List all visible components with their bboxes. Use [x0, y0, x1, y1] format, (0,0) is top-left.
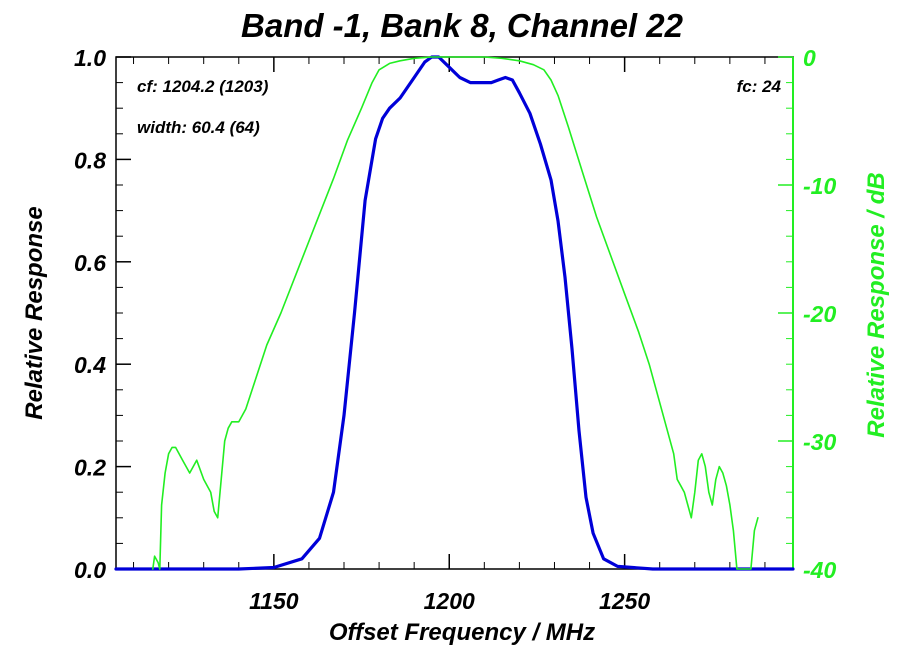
- y-tick-label: 1.0: [74, 45, 106, 71]
- chart-title: Band -1, Bank 8, Channel 22: [241, 7, 684, 44]
- y2-axis-label: Relative Response / dB: [863, 172, 890, 437]
- y2-tick-label: -10: [803, 173, 836, 199]
- series-db-response: [152, 56, 759, 570]
- y2-tick-label: -40: [803, 557, 836, 583]
- series-layer: [114, 55, 795, 571]
- y2-tick-label: -30: [803, 429, 836, 455]
- y-tick-label: 0.6: [74, 250, 106, 276]
- y-tick-label: 0.2: [74, 455, 106, 481]
- y2-tick-label: -20: [803, 301, 836, 327]
- y-tick-label: 0.4: [74, 352, 106, 378]
- y2-tick-label: 0: [803, 45, 816, 71]
- x-tick-label-1200: 1200: [424, 588, 475, 614]
- y-tick-label: 0.0: [74, 557, 106, 583]
- y-axis-label: Relative Response: [21, 206, 48, 419]
- annotation-fc: fc: 24: [737, 77, 782, 96]
- x-tick-label-1250: 1250: [599, 588, 650, 614]
- y-tick-label: 0.8: [74, 147, 106, 173]
- series-linear-response: [114, 55, 795, 571]
- annotation-width: width: 60.4 (64): [137, 118, 260, 137]
- x-tick-label-1150: 1150: [249, 588, 299, 614]
- annotation-cf: cf: 1204.2 (1203): [137, 77, 269, 96]
- x-axis-label: Offset Frequency / MHz: [329, 619, 595, 646]
